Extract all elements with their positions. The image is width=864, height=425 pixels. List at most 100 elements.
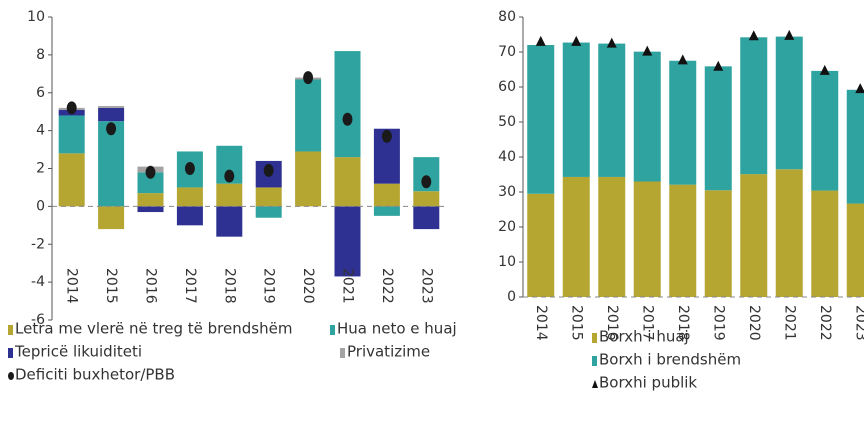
legend-swatch — [8, 348, 13, 358]
y-tick-label: 10 — [498, 254, 516, 270]
x-tick-label: 2015 — [103, 268, 119, 304]
legend-swatch — [330, 325, 335, 335]
bar — [704, 66, 732, 191]
marker — [535, 35, 546, 46]
bar — [413, 191, 440, 207]
y-tick-label: 2 — [36, 161, 45, 177]
x-tick-label: 2019 — [261, 268, 277, 304]
bar — [255, 187, 282, 207]
bar — [775, 169, 803, 297]
bar — [633, 181, 661, 297]
marker — [421, 175, 432, 189]
y-tick-label: 60 — [498, 79, 516, 95]
bar — [295, 151, 322, 207]
legend-label: Deficiti buxhetor/PBB — [15, 366, 175, 384]
x-tick-label: 2016 — [143, 268, 159, 304]
legend-swatch — [8, 372, 14, 380]
bar — [740, 37, 768, 175]
legend-swatch — [592, 333, 597, 343]
bar — [527, 45, 555, 194]
y-tick-label: 20 — [498, 219, 516, 235]
bar — [295, 79, 322, 152]
bar — [98, 121, 125, 207]
bar — [373, 206, 400, 216]
marker — [784, 29, 795, 40]
marker — [106, 122, 117, 136]
x-tick-label: 2018 — [675, 305, 691, 341]
bar — [633, 51, 661, 182]
bar — [216, 206, 243, 237]
legend-label: Borxh i brendshëm — [599, 351, 741, 369]
marker — [184, 162, 195, 175]
bar — [98, 106, 125, 108]
bar — [98, 206, 125, 230]
x-tick-label: 2017 — [639, 305, 655, 341]
bar — [137, 206, 164, 213]
bar — [598, 176, 626, 297]
bar — [98, 107, 125, 122]
bar — [704, 190, 732, 297]
x-tick-label: 2017 — [182, 268, 198, 304]
legend-label: Letra me vlerë në treg të brendshëm — [15, 320, 292, 338]
marker — [224, 169, 235, 183]
marker — [145, 165, 156, 179]
x-tick-label: 2021 — [781, 305, 797, 341]
y-tick-label: 80 — [498, 9, 516, 25]
legend-label: Borxhi publik — [599, 374, 697, 392]
x-tick-label: 2021 — [340, 268, 356, 304]
bar — [255, 206, 282, 218]
y-tick-label: 10 — [27, 9, 45, 25]
bar — [669, 184, 697, 297]
x-tick-label: 2019 — [710, 305, 726, 341]
legend-swatch — [340, 348, 345, 358]
marker — [606, 37, 617, 48]
bar — [775, 36, 803, 170]
bar — [811, 190, 839, 297]
bar — [846, 89, 864, 204]
bar — [334, 157, 361, 207]
bar — [216, 183, 243, 207]
bar — [413, 206, 440, 230]
y-tick-label: -6 — [31, 312, 45, 328]
x-tick-label: 2014 — [64, 268, 80, 304]
bar — [176, 187, 203, 207]
legend-swatch — [592, 356, 597, 366]
legend-label: Privatizime — [347, 343, 430, 361]
marker — [713, 60, 724, 71]
marker — [381, 129, 392, 143]
legend-label: Borxh i huaj — [599, 328, 689, 346]
marker — [342, 112, 353, 126]
bar — [669, 60, 697, 185]
y-tick-label: 4 — [36, 123, 45, 139]
x-tick-label: 2022 — [817, 305, 833, 341]
bar — [176, 206, 203, 226]
bar — [740, 174, 768, 297]
marker — [819, 64, 830, 75]
y-tick-label: 8 — [36, 47, 45, 63]
x-tick-label: 2020 — [300, 268, 316, 304]
y-tick-label: 40 — [498, 149, 516, 165]
bar — [137, 172, 164, 194]
bar — [562, 42, 590, 177]
x-tick-label: 2018 — [221, 268, 237, 304]
y-tick-label: 6 — [36, 85, 45, 101]
legend-label: Hua neto e huaj — [337, 320, 457, 338]
bar — [846, 203, 864, 297]
bar — [137, 193, 164, 207]
x-tick-label: 2022 — [379, 268, 395, 304]
y-tick-label: 0 — [507, 289, 516, 305]
marker — [571, 35, 582, 46]
x-tick-label: 2020 — [746, 305, 762, 341]
bar — [562, 176, 590, 297]
bar — [58, 115, 85, 154]
x-tick-label: 2023 — [418, 268, 434, 304]
marker — [642, 45, 653, 56]
y-tick-label: 30 — [498, 184, 516, 200]
x-tick-label: 2016 — [604, 305, 620, 341]
bar — [334, 206, 361, 277]
bar — [334, 51, 361, 158]
marker — [263, 163, 274, 177]
x-tick-label: 2023 — [852, 305, 864, 341]
marker — [303, 71, 314, 85]
legend-swatch — [592, 380, 598, 388]
